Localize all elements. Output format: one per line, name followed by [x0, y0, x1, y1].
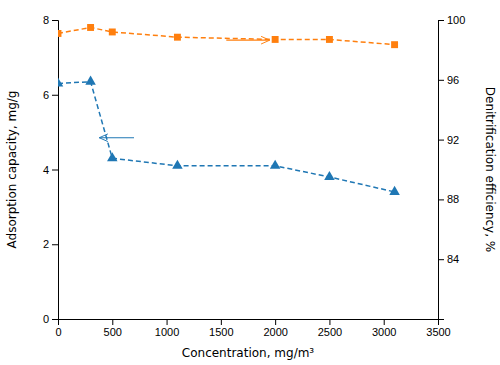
tick: 1000 [155, 319, 179, 338]
tick: 2 [43, 238, 58, 250]
tick-mark [112, 319, 113, 325]
tick-mark [438, 259, 444, 260]
tick-label: 4 [43, 164, 49, 176]
point [107, 152, 118, 161]
tick-mark [438, 20, 444, 21]
plot-marks [58, 24, 400, 195]
tick: 0 [55, 319, 61, 338]
tick-label: 1500 [209, 326, 233, 338]
annotation-arrow [226, 40, 269, 41]
point [324, 171, 335, 180]
point [172, 160, 183, 169]
y-axis-title: Adsorption capacity, mg/g [5, 91, 19, 249]
point [85, 76, 96, 85]
annotation-arrow [99, 137, 134, 138]
tick: 3000 [372, 319, 396, 338]
tick: 88 [438, 193, 459, 205]
tick-mark [329, 319, 330, 325]
tick-label: 92 [447, 134, 459, 146]
y-axis-line [52, 21, 59, 320]
y2-axis-title: Denitrification efficiency, % [483, 87, 497, 252]
tick-label: 3000 [372, 326, 396, 338]
tick-mark [438, 80, 444, 81]
tick: 1500 [209, 319, 233, 338]
point [174, 34, 181, 41]
tick-label: 1000 [155, 326, 179, 338]
tick-label: 88 [447, 193, 459, 205]
point [58, 77, 63, 86]
x-axis: 0 500 1000 1500 2000 2500 3000 3500 [55, 319, 450, 338]
tick: 2000 [263, 319, 287, 338]
tick-label: 8 [43, 14, 49, 26]
point [270, 160, 281, 169]
tick-label: 2000 [263, 326, 287, 338]
point [326, 36, 333, 43]
tick: 8 [43, 14, 58, 26]
point [87, 24, 94, 31]
tick-mark [438, 140, 444, 141]
series-line [58, 27, 395, 44]
tick: 0 [43, 313, 58, 325]
tick-label: 0 [43, 313, 49, 325]
tick: 2500 [318, 319, 342, 338]
point [58, 30, 61, 37]
tick-mark [52, 319, 58, 320]
tick: 84 [438, 253, 459, 265]
point [109, 28, 116, 35]
x-axis-title: Concentration, mg/m³ [182, 346, 315, 360]
tick: 92 [438, 134, 459, 146]
tick-label: 500 [104, 326, 122, 338]
chart: 0 500 1000 1500 2000 2500 3000 3500 0 2 4 6 8 84 88 92 9… [0, 0, 500, 365]
point [272, 36, 279, 43]
tick-label: 3500 [426, 326, 450, 338]
tick-label: 6 [43, 89, 49, 101]
tick-label: 100 [447, 14, 465, 26]
point [389, 186, 400, 195]
tick-label: 96 [447, 74, 459, 86]
plot-area: 0 500 1000 1500 2000 2500 3000 3500 0 2 4 6 8 84 88 92 9… [43, 14, 465, 338]
tick: 6 [43, 89, 58, 101]
tick-mark [52, 95, 58, 96]
tick: 3500 [426, 319, 450, 338]
tick: 100 [438, 14, 465, 26]
tick-label: 2500 [318, 326, 342, 338]
tick-mark [52, 20, 58, 21]
tick-mark [221, 319, 222, 325]
tick-label: 2 [43, 238, 49, 250]
tick: 96 [438, 74, 459, 86]
y2-axis-line [439, 21, 445, 320]
tick-mark [52, 170, 58, 171]
tick: 500 [104, 319, 122, 338]
tick-mark [275, 319, 276, 325]
tick-label: 84 [447, 253, 459, 265]
tick-mark [52, 244, 58, 245]
y2-axis: 84 88 92 96 100 [438, 14, 465, 319]
tick-label: 0 [55, 326, 61, 338]
tick-mark [384, 319, 385, 325]
x-axis-line [59, 320, 439, 326]
tick-mark [438, 199, 444, 200]
point [391, 41, 398, 48]
tick: 4 [43, 164, 58, 176]
y-axis: 0 2 4 6 8 [43, 14, 59, 325]
tick-mark [167, 319, 168, 325]
series-line [58, 82, 395, 192]
